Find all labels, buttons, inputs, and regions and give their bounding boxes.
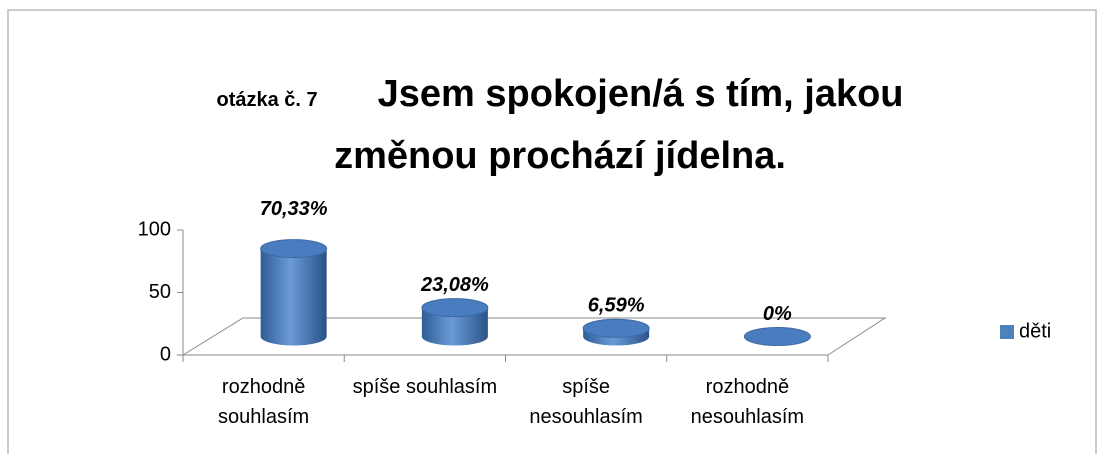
bar-body bbox=[421, 307, 488, 346]
data-label: 23,08% bbox=[420, 274, 489, 296]
data-label: 6,59% bbox=[588, 295, 645, 317]
x-tick-label: spíše souhlasím bbox=[352, 376, 498, 398]
bar-body bbox=[260, 248, 327, 346]
x-tick-label: rozhodně souhlasím bbox=[218, 376, 310, 428]
legend-swatch bbox=[1000, 325, 1014, 339]
bar-top bbox=[260, 239, 328, 259]
bar-top bbox=[421, 298, 489, 318]
floor bbox=[182, 317, 887, 356]
y-tick-label: 0 bbox=[160, 343, 171, 365]
chart-title-block: otázka č. 7 Jsem spokojen/á s tím, jakou … bbox=[160, 66, 960, 184]
chart-subtitle: otázka č. 7 bbox=[216, 89, 318, 111]
x-tick-label: rozhodně nesouhlasím bbox=[690, 376, 805, 428]
y-tick-label: 50 bbox=[149, 281, 171, 303]
bar-top bbox=[582, 318, 650, 338]
y-tick-label: 100 bbox=[138, 218, 171, 240]
data-label: 0% bbox=[763, 303, 792, 325]
legend-label: děti bbox=[1019, 320, 1051, 342]
frame bbox=[7, 9, 1097, 454]
bar-top bbox=[743, 327, 811, 346]
data-label: 70,33% bbox=[260, 198, 328, 220]
chart-title: Jsem spokojen/á s tím, jakou změnou proc… bbox=[334, 73, 904, 177]
x-tick-label: spíše nesouhlasím bbox=[529, 376, 643, 428]
